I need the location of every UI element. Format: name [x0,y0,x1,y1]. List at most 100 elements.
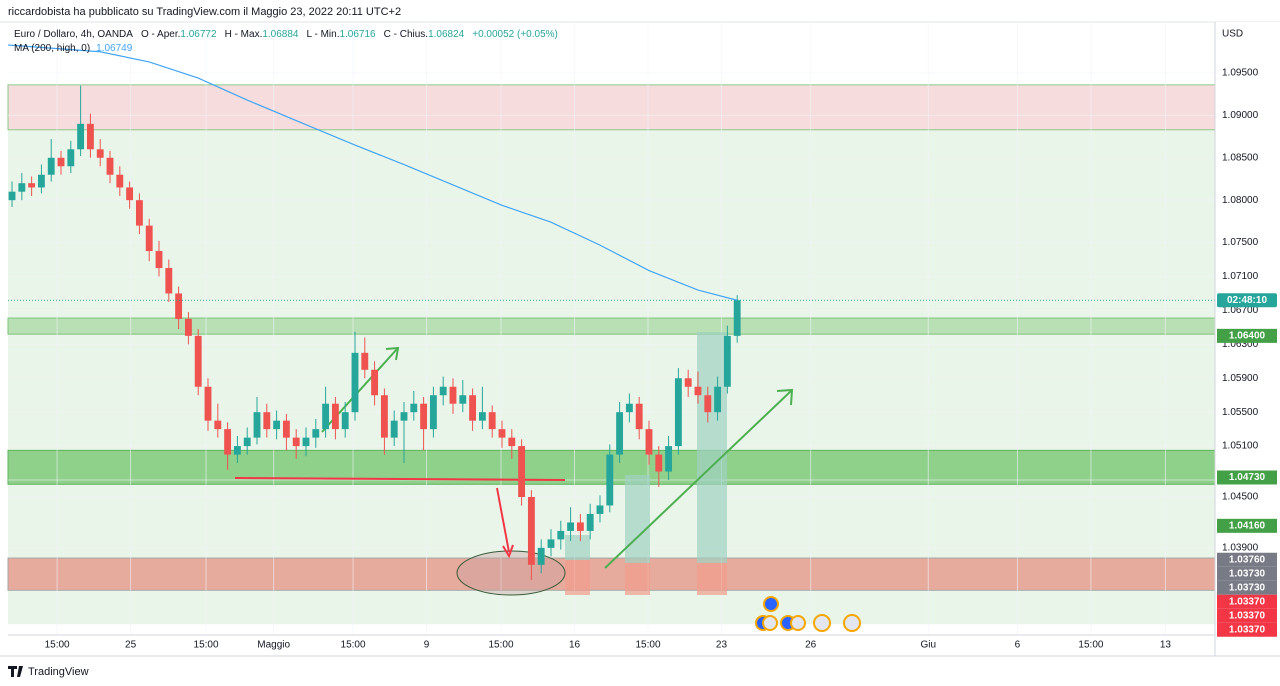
event-icon [762,615,778,631]
price-tag-label: 1.03730 [1229,582,1266,593]
x-tick-label: 15:00 [194,640,219,651]
y-tick-label: 1.08500 [1222,152,1259,163]
price-tag [1217,580,1277,595]
candle-body [625,403,633,413]
legend-label: C - Chius. [384,29,428,40]
y-tick-label: 1.06700 [1222,305,1259,316]
price-tag [1217,552,1277,567]
candle-body [165,268,173,294]
y-tick-label: 1.07100 [1222,271,1259,282]
candle-body [459,395,467,404]
legend-label: L - Min. [307,29,340,40]
position-stop [697,563,727,595]
candles [8,44,1215,581]
candle-body [410,403,418,413]
footer: TradingView [28,666,89,678]
y-tick-label: 1.06300 [1222,339,1259,350]
candle-body [322,403,330,430]
price-tag [1217,608,1277,623]
candle-body [537,547,545,565]
candle-body [86,123,94,150]
candle-body [57,157,65,167]
price-tag [1217,518,1277,533]
x-tick-label: 15:00 [635,640,660,651]
position-stop [565,560,590,595]
header: riccardobista ha pubblicato su TradingVi… [8,6,401,18]
price-tag [1217,328,1277,343]
candle-body [331,403,339,430]
price-tag [1217,566,1277,581]
candle-body [233,446,241,455]
x-tick-label: Maggio [257,640,290,651]
candle-body [224,429,232,455]
candle-body [8,191,16,201]
candle-body [439,386,447,396]
arrow-head [385,346,400,361]
x-tick-label: 13 [1160,640,1172,651]
arrow [604,390,792,569]
legend-value: 1.06824 [428,29,465,40]
position-target [565,535,590,560]
drawings [234,332,794,596]
candle-body [508,437,516,447]
x-tick-label: 15:00 [341,640,366,651]
candle-body [714,386,722,413]
x-tick-label: 15:00 [488,640,513,651]
zone [7,557,1216,591]
candle-body [723,335,731,387]
candle-body [312,429,320,438]
y-tick-label: 1.03900 [1222,543,1259,554]
price-tag-label: 1.06400 [1229,331,1266,342]
y-tick-label: 1.08000 [1222,195,1259,206]
candle-body [106,157,114,175]
x-tick-label: 16 [569,640,581,651]
candle-body [341,412,349,430]
candle-body [400,412,408,421]
x-tick-label: 15:00 [45,640,70,651]
candle-body [557,530,565,540]
price-tag-label: 1.03370 [1229,596,1266,607]
y-tick-label: 1.05900 [1222,373,1259,384]
candle-body [694,386,702,396]
y-tick-label: 1.05500 [1222,407,1259,418]
candle-body [380,395,388,438]
legend-value: 1.06716 [339,29,376,40]
price-tag-label: 1.03760 [1229,554,1266,565]
event-icon [763,596,779,612]
candle-body [37,174,45,188]
candle-body [449,386,457,404]
y-tick-label: 1.09000 [1222,110,1259,121]
x-tick-label: 15:00 [1078,640,1103,651]
candle-body [420,403,428,430]
candle-body [596,505,604,514]
legend-value: +0.00052 (+0.05%) [472,29,558,40]
price-tag-label: 1.04730 [1229,472,1266,483]
arrow-head [502,544,514,559]
candle-body [665,446,673,472]
candle-body [135,200,143,226]
x-tick-label: 6 [1015,640,1021,651]
candle-body [645,429,653,455]
legend-value: 1.06884 [262,29,299,40]
y-tick-label: 1.05100 [1222,441,1259,452]
candle-body [361,352,369,370]
zones [7,84,1216,625]
candle-body [429,395,437,430]
events [755,596,861,632]
position-target [697,332,727,563]
position-stop [625,563,650,595]
candle-body [576,522,584,531]
candle-body [28,183,36,188]
candle-body [498,429,506,438]
candle-body [469,395,477,421]
legend: Euro / Dollaro, 4h, OANDA O - Aper.1.0677… [14,29,558,40]
ellipse [456,550,566,596]
arrow [496,487,510,553]
candle-body [253,412,261,438]
x-tick-label: 25 [125,640,137,651]
candle-body [184,318,192,336]
logo [8,666,23,677]
arrow-head [776,388,794,406]
